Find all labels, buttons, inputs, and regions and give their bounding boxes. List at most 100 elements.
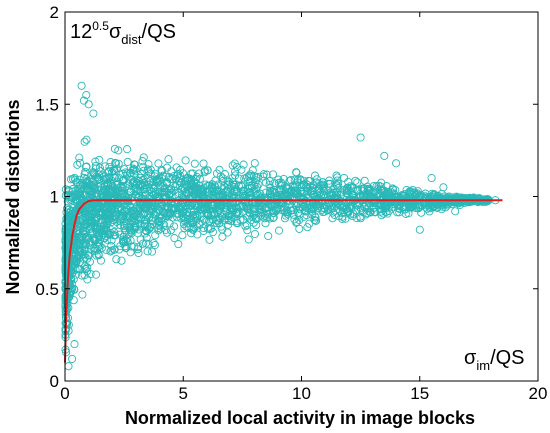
scatter-point [166, 226, 175, 235]
scatter-point [81, 239, 90, 248]
scatter-point [139, 162, 148, 171]
scatter-point [230, 187, 239, 196]
scatter-point [382, 182, 391, 191]
scatter-point [109, 166, 118, 175]
scatter-point [334, 183, 343, 193]
scatter-point [320, 187, 329, 196]
scatter-point [148, 187, 157, 197]
scatter-point [82, 135, 91, 144]
scatter-point [338, 212, 347, 221]
x-annotation-subscript: im [476, 358, 490, 373]
scatter-point [268, 170, 278, 179]
scatter-point [215, 213, 224, 223]
scatter-point [69, 296, 78, 305]
scatter-point [417, 208, 426, 217]
scatter-point [198, 191, 207, 200]
scatter-point [86, 209, 95, 218]
scatter-point [70, 247, 80, 257]
scatter-point [247, 215, 256, 225]
scatter-point [266, 186, 275, 195]
scatter-point [72, 178, 81, 187]
scatter-point [331, 206, 340, 215]
scatter-point [262, 170, 271, 179]
scatter-point [75, 189, 85, 198]
scatter-point [135, 180, 144, 189]
scatter-point [134, 193, 143, 202]
scatter-point [123, 145, 132, 154]
scatter-point [146, 223, 155, 232]
scatter-point [260, 214, 269, 223]
scatter-point [439, 183, 448, 192]
scatter-point [75, 153, 84, 162]
scatter-point [123, 197, 132, 206]
scatter-point [121, 236, 130, 245]
y-axis-ticks: 0 0.5 1 1.5 2 [35, 3, 538, 391]
scatter-point [203, 181, 212, 190]
scatter-point [100, 162, 109, 171]
scatter-point [291, 182, 300, 191]
scatter-point [109, 193, 118, 202]
scatter-point [312, 216, 321, 225]
scatter-point [252, 191, 261, 200]
scatter-point [404, 209, 413, 218]
x-annotation-suffix: /QS [490, 347, 524, 369]
scatter-point [261, 188, 270, 197]
scatter-point [379, 198, 388, 207]
scatter-point [233, 187, 242, 196]
scatter-point [76, 204, 85, 214]
scatter-point [302, 211, 311, 220]
scatter-point [117, 190, 127, 199]
scatter-point [67, 195, 76, 204]
scatter-point [188, 210, 198, 220]
scatter-point [283, 208, 292, 217]
scatter-point [283, 184, 293, 193]
scatter-point [103, 179, 112, 188]
scatter-point [91, 270, 101, 279]
scatter-point [174, 240, 183, 249]
scatter-point [104, 209, 113, 218]
scatter-point [309, 197, 319, 206]
scatter-point [170, 234, 179, 243]
scatter-point [269, 213, 278, 222]
scatter-point [238, 201, 248, 210]
scatter-point [174, 188, 183, 198]
scatter-point [302, 197, 311, 206]
scatter-point [279, 190, 288, 199]
scatter-point [95, 155, 104, 164]
scatter-point [220, 170, 229, 179]
scatter-point [342, 189, 351, 198]
scatter-point [416, 202, 425, 212]
scatter-point [95, 163, 104, 172]
scatter-point [131, 224, 140, 233]
scatter-point [114, 159, 123, 168]
scatter-point [451, 207, 460, 216]
scatter-point [295, 224, 304, 233]
scatter-point [111, 159, 121, 168]
scatter-point [146, 204, 155, 213]
scatter-point [184, 176, 193, 185]
scatter-point [114, 146, 123, 155]
scatter-point [208, 194, 217, 204]
scatter-point [61, 291, 70, 300]
x-axis-label: Normalized local activity in image block… [125, 408, 475, 428]
scatter-point [92, 223, 101, 232]
scatter-point [199, 226, 208, 236]
scatter-point [263, 209, 272, 219]
scatter-point [119, 221, 128, 230]
scatter-point [228, 161, 237, 170]
scatter-point [71, 270, 81, 279]
scatter-point [290, 175, 299, 184]
scatter-point [215, 219, 224, 228]
scatter-point [107, 167, 117, 176]
scatter-point [156, 224, 165, 233]
scatter-point [244, 235, 253, 244]
scatter-point [353, 186, 362, 196]
scatter-point [157, 165, 166, 174]
scatter-point [290, 215, 299, 224]
scatter-point [243, 226, 252, 235]
scatter-point [384, 194, 393, 203]
scatter-point [155, 218, 164, 227]
scatter-point [344, 208, 353, 217]
scatter-point [175, 204, 185, 213]
scatter-point [118, 177, 127, 186]
